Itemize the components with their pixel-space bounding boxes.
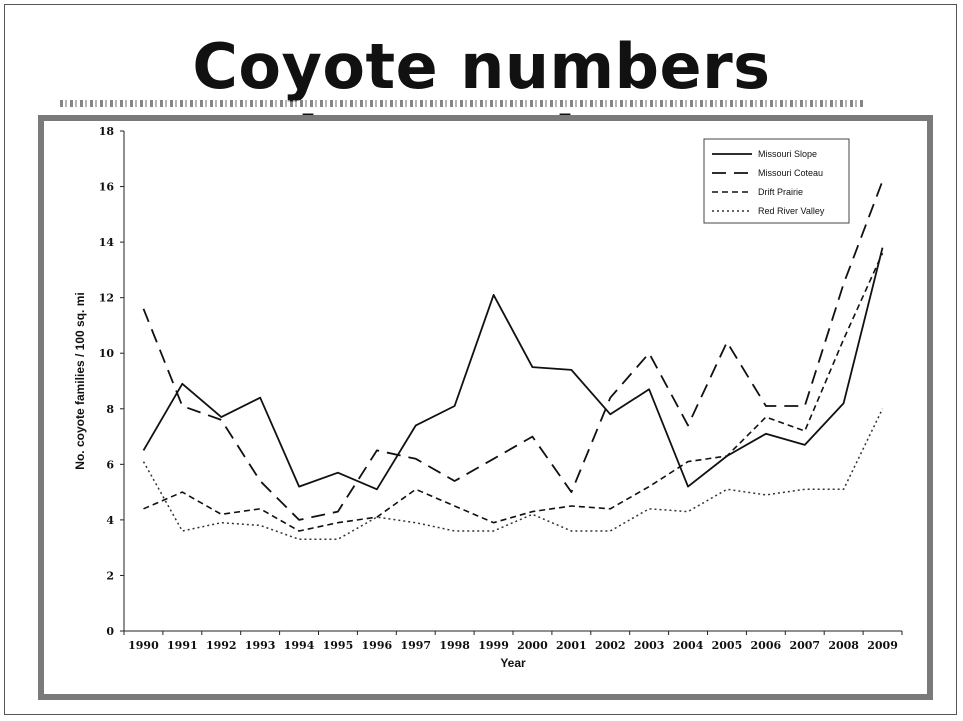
y-tick-label: 16 — [99, 181, 115, 194]
x-tick-label: 1992 — [206, 639, 237, 652]
y-tick-label: 8 — [106, 403, 114, 416]
legend-label: Missouri Coteau — [758, 168, 823, 178]
x-tick-label: 1996 — [362, 639, 393, 652]
x-tick-label: 1993 — [245, 639, 276, 652]
x-tick-label: 2000 — [517, 639, 548, 652]
x-tick-label: 2009 — [867, 639, 898, 652]
y-tick-label: 6 — [106, 458, 114, 471]
y-axis-title: No. coyote families / 100 sq. mi — [73, 292, 87, 469]
x-tick-label: 2003 — [634, 639, 665, 652]
y-tick-label: 2 — [106, 569, 114, 582]
scan-noise-line — [60, 100, 865, 107]
series-line-red-river-valley — [144, 409, 883, 540]
x-tick-label: 2004 — [673, 639, 704, 652]
x-tick-label: 2007 — [789, 639, 820, 652]
x-tick-label: 2005 — [712, 639, 743, 652]
x-axis-title: Year — [500, 656, 526, 670]
y-tick-label: 18 — [99, 125, 115, 138]
x-tick-label: 2001 — [556, 639, 587, 652]
legend-label: Red River Valley — [758, 206, 825, 216]
series-line-missouri-coteau — [144, 181, 883, 520]
y-tick-label: 12 — [99, 292, 114, 305]
legend-label: Drift Prairie — [758, 187, 803, 197]
x-tick-label: 1990 — [128, 639, 159, 652]
x-tick-label: 2006 — [751, 639, 782, 652]
chart-panel: 0 2 4 6 8 10 12 14 16 18 1990 1991 1992 1993 1994 1995 1… — [38, 115, 933, 700]
y-tick-label: 10 — [99, 347, 115, 360]
y-tick-label: 14 — [99, 236, 115, 249]
legend-label: Missouri Slope — [758, 149, 817, 159]
y-tick-label: 4 — [106, 514, 114, 527]
x-tick-label: 1999 — [478, 639, 509, 652]
x-tick-label: 1991 — [167, 639, 198, 652]
series-line-missouri-slope — [144, 248, 883, 490]
x-tick-label: 1995 — [323, 639, 354, 652]
line-chart: 0 2 4 6 8 10 12 14 16 18 1990 1991 1992 1993 1994 1995 1… — [44, 121, 927, 694]
x-tick-label: 1994 — [284, 639, 315, 652]
x-tick-label: 2002 — [595, 639, 626, 652]
y-tick-label: 0 — [106, 625, 114, 638]
series-line-drift-prairie — [144, 253, 883, 531]
x-tick-label: 2008 — [828, 639, 859, 652]
x-tick-label: 1997 — [400, 639, 431, 652]
x-tick-label: 1998 — [439, 639, 470, 652]
